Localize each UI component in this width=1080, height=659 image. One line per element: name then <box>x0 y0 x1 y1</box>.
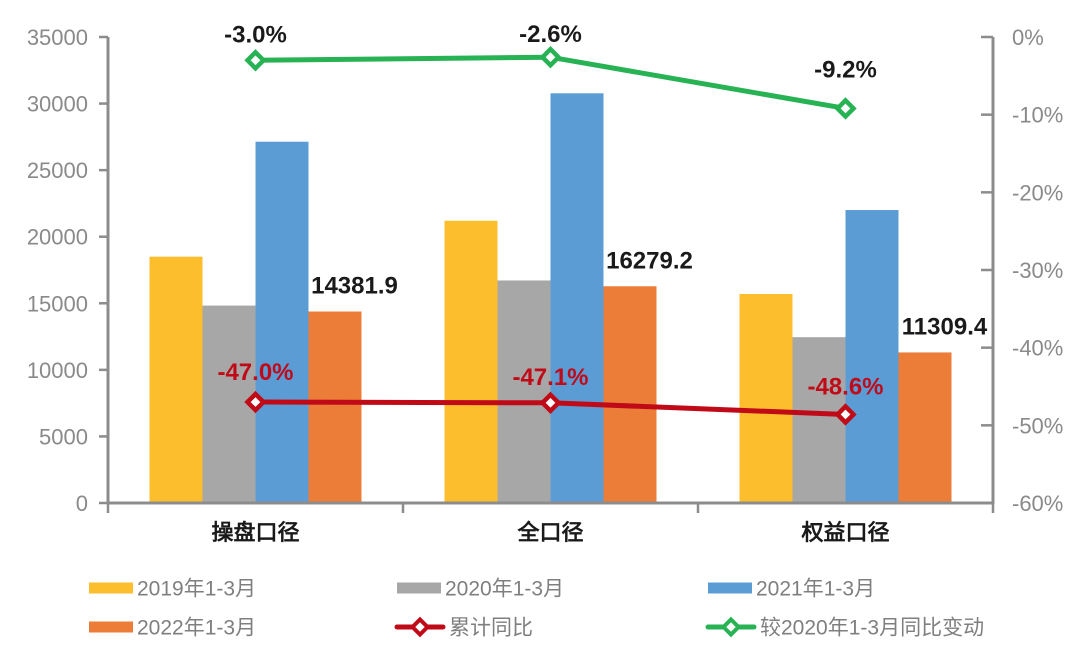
line-value-label: -47.1% <box>512 364 588 391</box>
legend-swatch <box>89 621 133 633</box>
bar <box>792 337 846 503</box>
legend-label: 累计同比 <box>449 617 533 640</box>
line-value-label: -47.0% <box>217 359 293 386</box>
right-axis-tick-label: -50% <box>1012 413 1063 438</box>
right-axis-tick-label: -10% <box>1012 103 1063 128</box>
bar <box>308 311 362 503</box>
legend-label: 较2020年1-3月同比变动 <box>760 617 984 640</box>
line-value-label: -48.6% <box>807 373 883 400</box>
y-axis-tick-label: 20000 <box>27 225 88 250</box>
right-axis-tick-label: -60% <box>1012 491 1063 516</box>
diamond-marker <box>539 46 562 69</box>
right-axis-tick-label: -20% <box>1012 180 1063 205</box>
diamond-marker <box>834 403 857 426</box>
diamond-marker <box>244 390 267 414</box>
legend-label: 2020年1-3月 <box>445 578 564 601</box>
right-axis-tick-label: 0% <box>1012 25 1044 50</box>
category-label: 操盘口径 <box>211 520 299 545</box>
y-axis-tick-label: 15000 <box>27 291 88 316</box>
bar <box>149 256 203 503</box>
bar-value-label: 11309.4 <box>902 313 988 340</box>
category-label: 权益口径 <box>800 520 889 545</box>
legend-label: 2019年1-3月 <box>137 578 256 601</box>
bar <box>845 210 899 503</box>
category-label: 全口径 <box>516 520 583 545</box>
bar <box>255 141 309 503</box>
bar <box>898 352 952 503</box>
y-axis-tick-label: 0 <box>76 491 88 516</box>
bar <box>603 286 657 503</box>
legend-label: 2021年1-3月 <box>756 578 875 601</box>
legend-swatch <box>397 582 441 594</box>
y-axis-tick-label: 5000 <box>39 424 88 449</box>
line-value-label: -2.6% <box>519 21 582 48</box>
diamond-marker <box>539 391 562 414</box>
bar-value-label: 14381.9 <box>311 273 398 300</box>
bar <box>497 280 551 503</box>
legend-label: 2022年1-3月 <box>137 617 256 640</box>
line-value-label: -9.2% <box>814 56 877 83</box>
legend-diamond-marker <box>409 616 431 638</box>
legend-swatch <box>89 582 133 594</box>
diamond-marker <box>834 97 857 120</box>
y-axis-tick-label: 10000 <box>27 358 88 383</box>
bar-value-label: 16279.2 <box>606 247 693 274</box>
y-axis-tick-label: 25000 <box>27 158 88 183</box>
y-axis-tick-label: 30000 <box>27 92 88 117</box>
bar <box>739 293 793 503</box>
line-value-label: -3.0% <box>224 21 287 48</box>
legend-swatch <box>708 582 752 594</box>
bar <box>550 93 604 504</box>
legend-diamond-marker <box>720 616 742 638</box>
right-axis-tick-label: -30% <box>1012 258 1063 283</box>
right-axis-tick-label: -40% <box>1012 336 1063 361</box>
y-axis-tick-label: 35000 <box>27 25 88 50</box>
diamond-marker <box>244 49 267 72</box>
bar <box>444 220 498 504</box>
